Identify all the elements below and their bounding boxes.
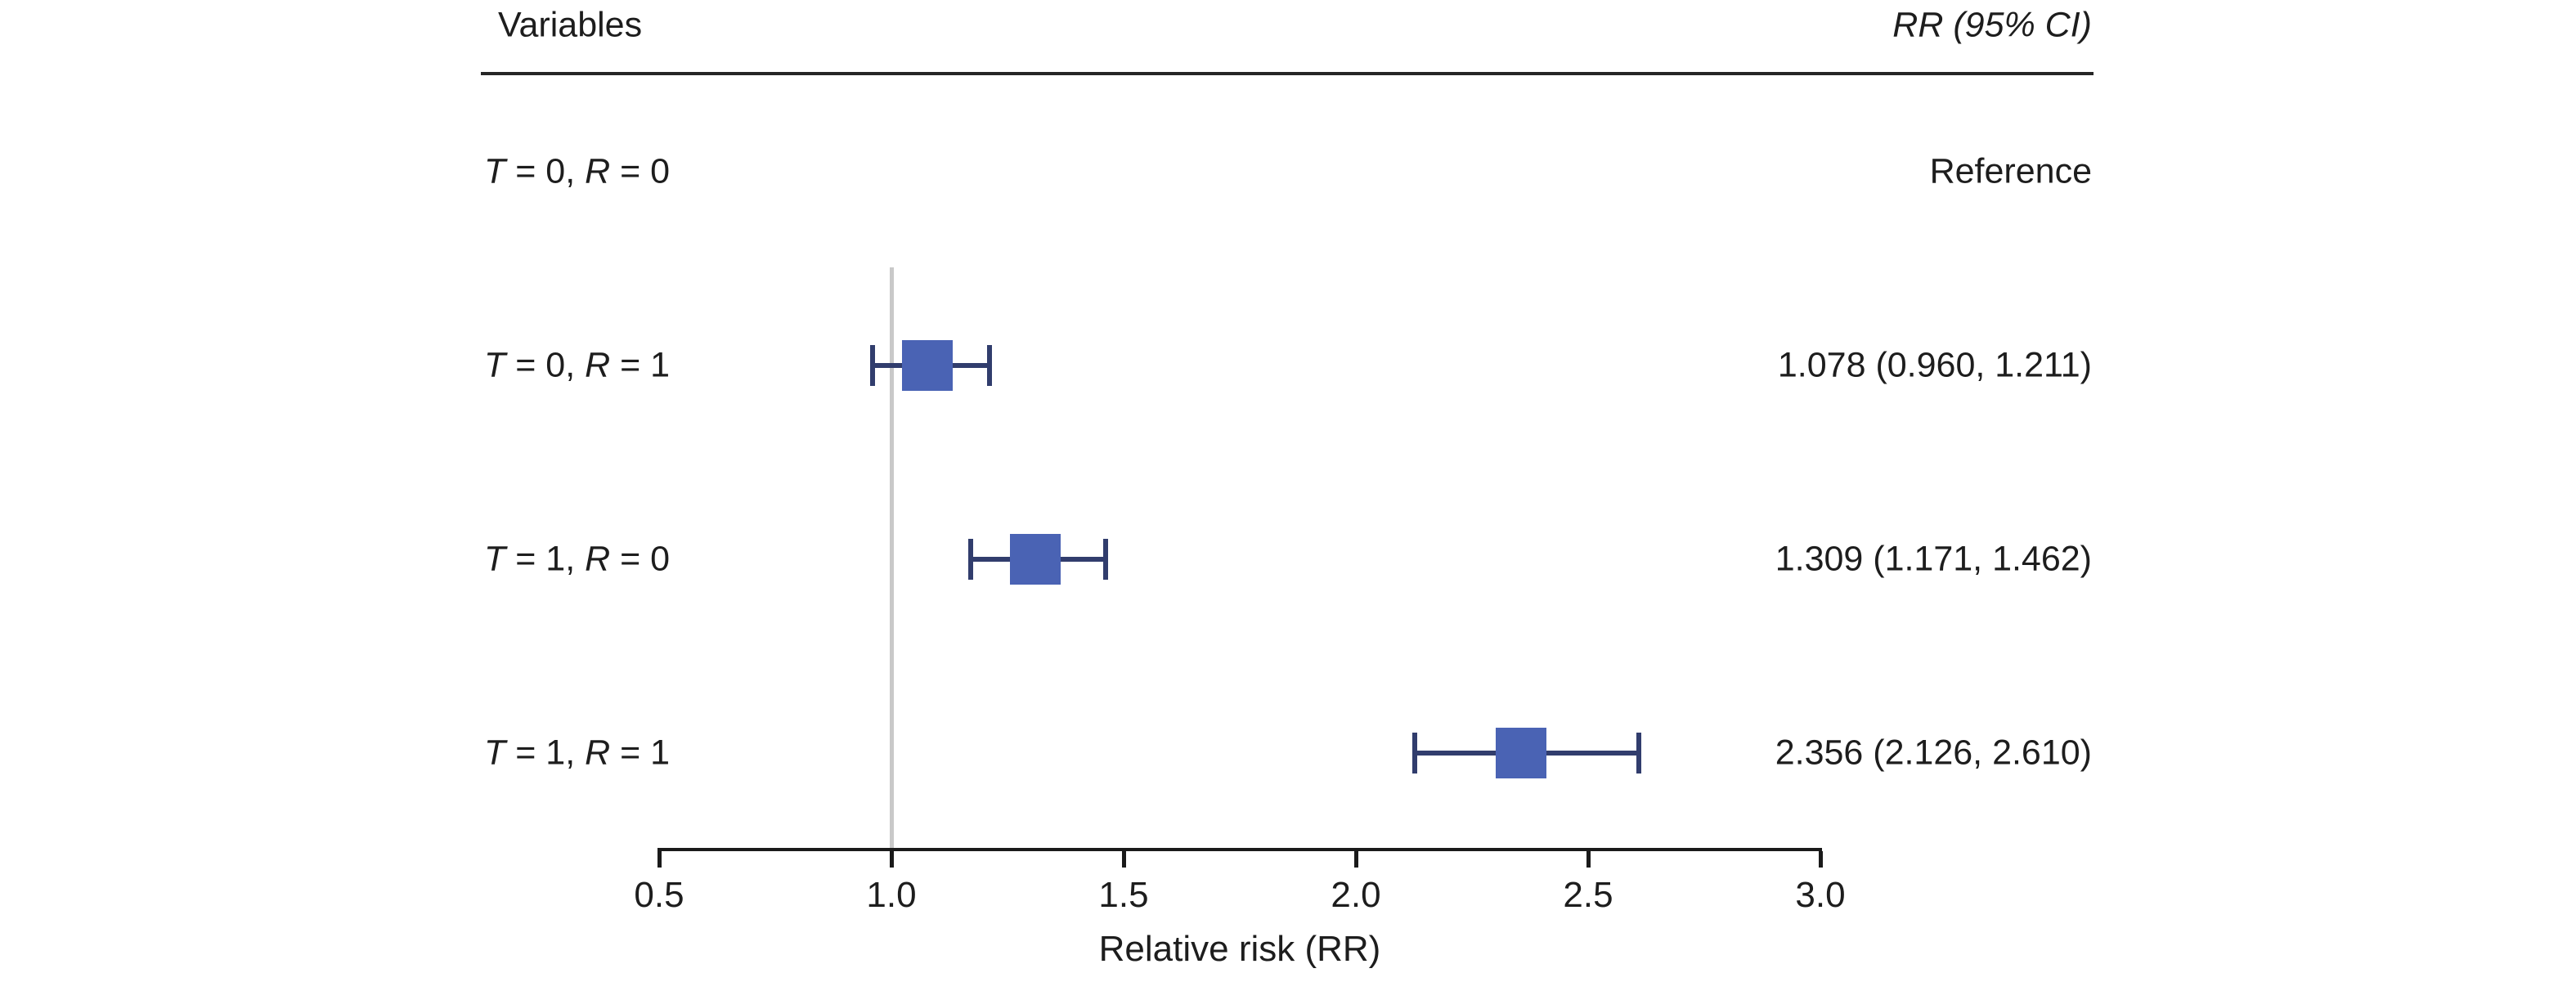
x-axis-tick [1586,851,1591,868]
x-axis-title: Relative risk (RR) [1098,929,1381,969]
row-label-part: = 0, [505,151,586,191]
x-axis-line [657,848,1822,851]
x-axis-tick-label: 2.5 [1563,875,1613,915]
row-label-part: = 0, [505,345,586,385]
ci-cap-left [968,539,974,580]
x-axis-tick-label: 0.5 [634,875,684,915]
row-label-t1-r1: T = 1, R = 1 [484,733,670,773]
x-axis-tick [1818,851,1823,868]
ci-cap-right [1636,733,1642,773]
row-label-part: T [484,151,506,191]
x-axis-tick-label: 2.0 [1331,875,1381,915]
row-label-part: R [585,151,611,191]
ci-cap-right [1103,539,1109,580]
row-value-rr-ci: 2.356 (2.126, 2.610) [1775,733,2092,773]
column-header-variables: Variables [498,5,643,45]
row-label-part: = 0 [610,151,671,191]
row-label-part: R [585,539,611,579]
forest-marker-square [1009,534,1061,585]
x-axis-tick [657,851,662,868]
x-axis-tick [1353,851,1358,868]
row-value-reference: Reference [1929,151,2092,191]
row-value-rr-ci: 1.309 (1.171, 1.462) [1775,539,2092,579]
row-label-t0-r0: T = 0, R = 0 [484,152,670,192]
row-label-part: = 1 [610,733,671,773]
row-label-t0-r1: T = 0, R = 1 [484,346,670,386]
ci-cap-right [986,345,992,386]
x-axis-tick-label: 3.0 [1795,875,1846,915]
forest-marker-square [902,340,954,391]
ci-cap-left [1411,733,1417,773]
row-label-part: R [585,733,611,773]
row-value-rr-ci: 1.078 (0.960, 1.211) [1777,345,2092,385]
ci-cap-left [870,345,876,386]
row-label-part: R [585,345,611,385]
row-label-part: = 1, [505,733,586,773]
row-label-part: T [484,345,506,385]
row-label-part: = 1, [505,539,586,579]
header-rule [481,72,2094,75]
row-label-t1-r0: T = 1, R = 0 [484,540,670,580]
row-label-part: = 0 [610,539,671,579]
row-label-part: = 1 [610,345,671,385]
x-axis-tick [889,851,894,868]
row-label-part: T [484,539,506,579]
forest-marker-square [1496,728,1547,778]
row-label-part: T [484,733,506,773]
x-axis-tick [1121,851,1126,868]
x-axis-tick-label: 1.0 [866,875,917,915]
column-header-rr-ci: RR (95% CI) [1892,5,2092,45]
reference-line [889,267,894,848]
x-axis-tick-label: 1.5 [1098,875,1149,915]
